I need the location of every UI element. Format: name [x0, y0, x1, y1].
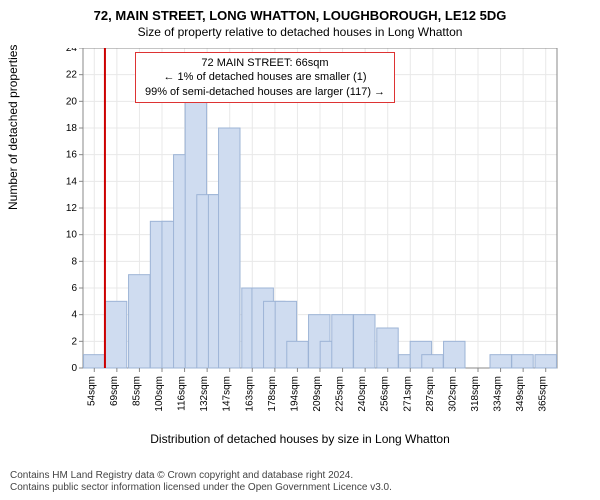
- svg-text:85sqm: 85sqm: [131, 376, 142, 406]
- svg-text:14: 14: [66, 176, 78, 187]
- svg-text:16: 16: [66, 150, 78, 161]
- svg-text:4: 4: [71, 310, 77, 321]
- svg-text:0: 0: [71, 363, 77, 374]
- svg-text:287sqm: 287sqm: [425, 376, 436, 412]
- svg-text:178sqm: 178sqm: [267, 376, 278, 412]
- y-axis-label: Number of detached properties: [6, 45, 20, 210]
- svg-text:271sqm: 271sqm: [402, 376, 413, 412]
- footer-line1: Contains HM Land Registry data © Crown c…: [10, 470, 392, 482]
- annotation-callout: 72 MAIN STREET: 66sqm ← 1% of detached h…: [135, 52, 395, 103]
- svg-text:194sqm: 194sqm: [289, 376, 300, 412]
- svg-text:22: 22: [66, 70, 78, 81]
- svg-text:256sqm: 256sqm: [380, 376, 391, 412]
- footer-line2: Contains public sector information licen…: [10, 482, 392, 494]
- svg-text:225sqm: 225sqm: [335, 376, 346, 412]
- svg-text:302sqm: 302sqm: [447, 376, 458, 412]
- svg-text:54sqm: 54sqm: [86, 376, 97, 406]
- annotation-line2: ← 1% of detached houses are smaller (1): [142, 70, 388, 84]
- svg-text:132sqm: 132sqm: [199, 376, 210, 412]
- svg-text:365sqm: 365sqm: [538, 376, 549, 412]
- annotation-line1: 72 MAIN STREET: 66sqm: [142, 56, 388, 70]
- svg-text:116sqm: 116sqm: [177, 376, 188, 411]
- chart-area: 72 MAIN STREET: 66sqm ← 1% of detached h…: [55, 48, 565, 378]
- svg-text:12: 12: [66, 203, 78, 214]
- svg-text:334sqm: 334sqm: [493, 376, 504, 412]
- x-axis-label: Distribution of detached houses by size …: [0, 432, 600, 446]
- svg-text:100sqm: 100sqm: [154, 376, 165, 412]
- svg-text:2: 2: [71, 336, 77, 347]
- svg-text:24: 24: [66, 48, 78, 54]
- svg-text:240sqm: 240sqm: [357, 376, 368, 412]
- svg-text:69sqm: 69sqm: [109, 376, 120, 406]
- chart-title-sub: Size of property relative to detached ho…: [0, 23, 600, 39]
- svg-text:163sqm: 163sqm: [244, 376, 255, 412]
- svg-text:6: 6: [71, 283, 77, 294]
- svg-text:318sqm: 318sqm: [470, 376, 481, 412]
- svg-text:209sqm: 209sqm: [312, 376, 323, 412]
- svg-text:349sqm: 349sqm: [515, 376, 526, 412]
- chart-title-main: 72, MAIN STREET, LONG WHATTON, LOUGHBORO…: [0, 0, 600, 23]
- footer-attribution: Contains HM Land Registry data © Crown c…: [10, 470, 392, 494]
- histogram-svg: 02468101214161820222454sqm69sqm85sqm100s…: [55, 48, 565, 428]
- svg-text:18: 18: [66, 123, 78, 134]
- svg-text:20: 20: [66, 96, 78, 107]
- svg-text:147sqm: 147sqm: [222, 376, 233, 412]
- annotation-line3: 99% of semi-detached houses are larger (…: [142, 85, 388, 99]
- svg-text:8: 8: [71, 256, 77, 267]
- svg-text:10: 10: [66, 230, 78, 241]
